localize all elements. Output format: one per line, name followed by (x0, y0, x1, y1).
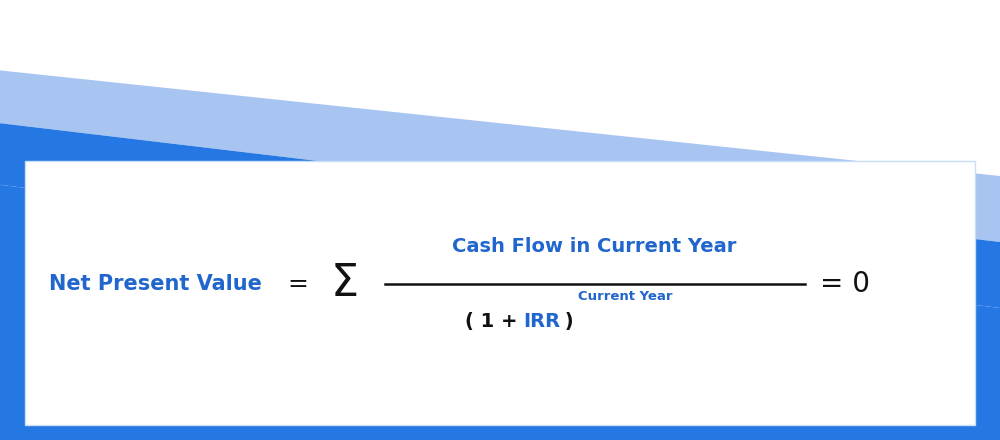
Text: Current Year: Current Year (578, 290, 672, 304)
Polygon shape (0, 123, 1000, 308)
Text: Cash Flow in Current Year: Cash Flow in Current Year (452, 237, 736, 256)
Text: =: = (288, 272, 308, 296)
Text: ( 1 +: ( 1 + (465, 312, 524, 331)
FancyBboxPatch shape (25, 161, 975, 425)
Text: Σ: Σ (331, 262, 359, 305)
Text: Net Present Value: Net Present Value (49, 274, 261, 294)
Polygon shape (0, 185, 1000, 440)
Text: = 0: = 0 (820, 270, 870, 298)
Text: ): ) (558, 312, 574, 331)
Text: The Internal Rate of Return (IRR): The Internal Rate of Return (IRR) (376, 366, 965, 400)
Text: IRR: IRR (523, 312, 560, 331)
Polygon shape (0, 70, 1000, 242)
